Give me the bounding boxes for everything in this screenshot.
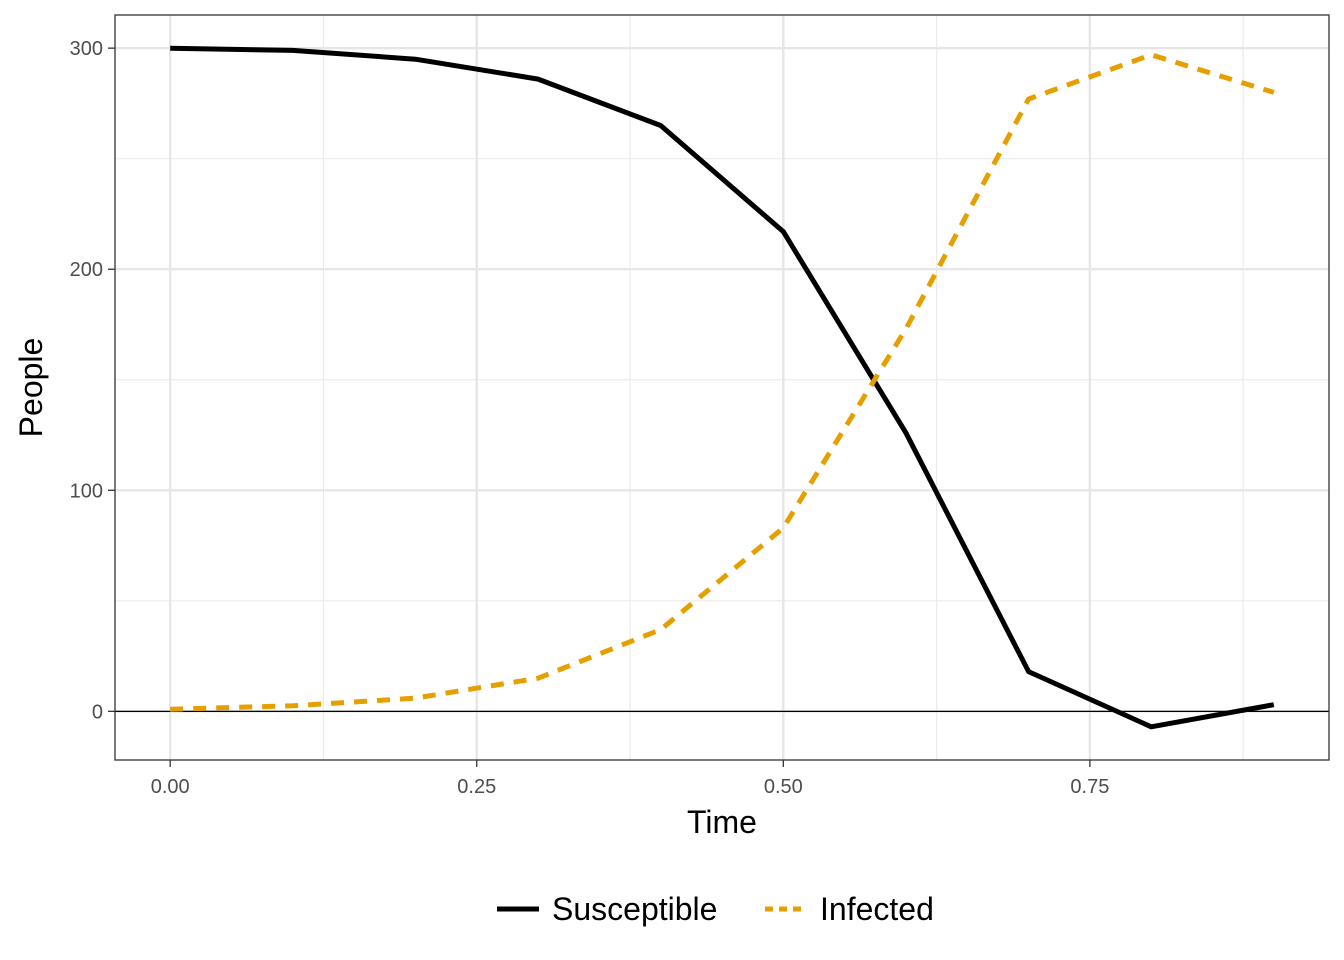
x-tick-label: 0.25 — [457, 776, 496, 798]
y-axis-title: People — [13, 338, 49, 438]
x-tick-label: 0.50 — [764, 776, 803, 798]
y-axis: 0 100 200 300 — [70, 38, 115, 723]
series-line-susceptible — [170, 45, 1275, 730]
x-tick-label: 0.00 — [151, 776, 190, 798]
x-axis-title: Time — [687, 804, 757, 840]
plot-panel-border — [114, 14, 1330, 761]
series-line-infected — [170, 52, 1275, 712]
x-tick-label: 0.75 — [1070, 776, 1109, 798]
series-layer — [170, 45, 1275, 730]
legend: Susceptible Infected — [497, 891, 934, 927]
legend-label-susceptible: Susceptible — [552, 891, 717, 927]
x-axis: 0.00 0.25 0.50 0.75 — [151, 760, 1109, 798]
legend-label-infected: Infected — [820, 891, 934, 927]
minor-gridlines — [115, 15, 1329, 760]
y-tick-label: 0 — [92, 701, 103, 723]
y-tick-label: 100 — [70, 480, 103, 502]
y-tick-label: 300 — [70, 38, 103, 60]
y-tick-label: 200 — [70, 259, 103, 281]
